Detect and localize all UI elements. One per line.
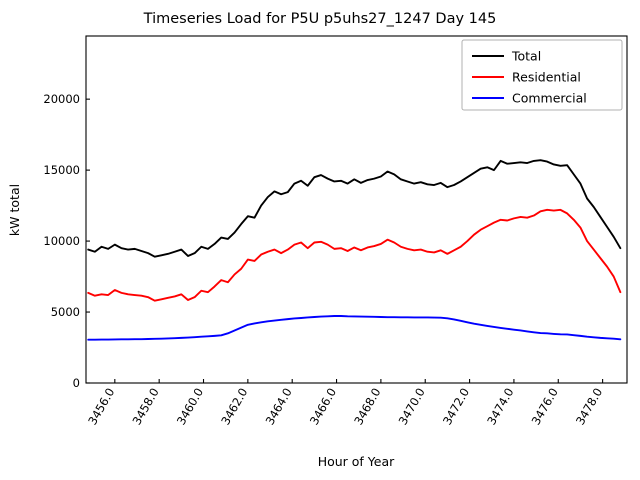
legend-label-total: Total — [511, 49, 541, 64]
chart-title: Timeseries Load for P5U p5uhs27_1247 Day… — [143, 11, 497, 27]
series-line-residential — [87, 208, 622, 302]
plot-border — [85, 35, 628, 384]
x-tick-label: 3466.0 — [307, 386, 339, 428]
x-tick-label: 3458.0 — [130, 386, 162, 428]
x-axis-ticks: 3456.0 3458.0 3460.0 3462.0 3464.0 3466.0 3468… — [85, 379, 605, 427]
plot-frame — [85, 35, 628, 384]
y-tick-label: 15000 — [43, 163, 80, 177]
x-tick-label: 3456.0 — [85, 386, 117, 428]
x-tick-label: 3476.0 — [529, 386, 561, 428]
y-axis-label: kW total — [7, 184, 22, 236]
y-axis-ticks: 0 5000 10000 15000 20000 — [43, 92, 90, 390]
x-tick-label: 3478.0 — [573, 386, 605, 428]
series-line-commercial — [87, 315, 622, 341]
x-tick-label: 3474.0 — [484, 386, 516, 428]
x-axis-label: Hour of Year — [318, 454, 395, 469]
series-line-total — [87, 159, 622, 258]
y-tick-label: 10000 — [43, 234, 80, 248]
x-tick-label: 3460.0 — [174, 386, 206, 428]
chart-legend: Total Residential Commercial — [461, 39, 623, 111]
legend-background — [461, 39, 623, 111]
x-tick-label: 3472.0 — [440, 386, 472, 428]
x-tick-label: 3470.0 — [396, 386, 428, 428]
y-tick-label: 0 — [73, 376, 80, 390]
y-tick-label: 5000 — [51, 305, 80, 319]
x-tick-label: 3464.0 — [263, 386, 295, 428]
y-tick-label: 20000 — [43, 92, 80, 106]
series-lines — [87, 159, 622, 341]
legend-label-commercial: Commercial — [512, 91, 587, 106]
x-tick-label: 3468.0 — [351, 386, 383, 428]
legend-label-residential: Residential — [512, 70, 581, 85]
x-tick-label: 3462.0 — [218, 386, 250, 428]
